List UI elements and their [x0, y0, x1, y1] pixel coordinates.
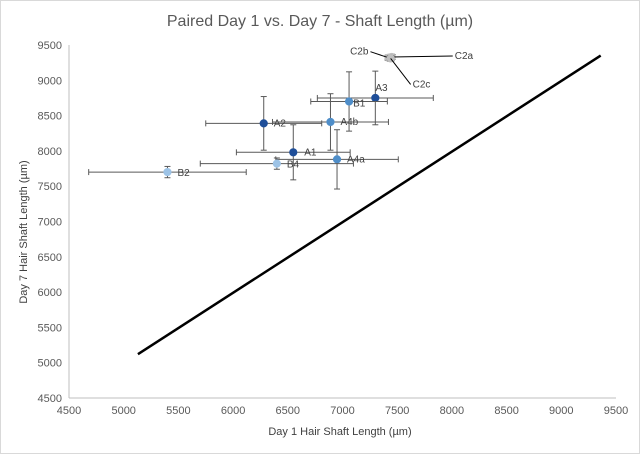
- data-marker: [272, 159, 281, 168]
- plot-area: 4500 5000 5500 6000 6500 7000 7500 8000 8500 9000…: [38, 40, 629, 417]
- y-tick-label: 8000: [38, 146, 62, 158]
- data-marker: [289, 148, 298, 157]
- label-leader-line: [370, 51, 389, 59]
- x-tick-label: 9500: [604, 405, 628, 417]
- x-tick-label: 7500: [385, 405, 409, 417]
- x-axis-label: Day 1 Hair Shaft Length (µm): [268, 426, 411, 438]
- y-axis-label: Day 7 Hair Shaft Length (µm): [18, 160, 30, 303]
- y-tick-label: 4500: [38, 393, 62, 405]
- x-tick-label: 4500: [57, 405, 81, 417]
- y-tick-label: 7000: [38, 217, 62, 229]
- data-marker: [371, 93, 380, 103]
- data-label: A4b: [340, 117, 358, 128]
- data-label: C2a: [455, 51, 474, 62]
- y-tick-label: 5000: [38, 358, 62, 370]
- y-tick-label: 9000: [38, 75, 62, 87]
- data-point-a1: A1: [235, 124, 351, 181]
- data-point-a4b: A4b: [271, 93, 389, 151]
- y-tick-label: 7500: [38, 181, 62, 193]
- data-label: A4a: [347, 154, 365, 165]
- data-marker: [326, 117, 335, 127]
- data-label: B4: [287, 160, 300, 171]
- data-marker: [332, 155, 342, 164]
- x-tick-label: 8500: [494, 405, 518, 417]
- y-tick-label: 8500: [38, 111, 62, 123]
- x-tick-label: 6500: [276, 405, 300, 417]
- data-label: B1: [353, 98, 366, 109]
- data-point-b4: B4: [199, 157, 354, 171]
- data-label: A1: [304, 147, 317, 158]
- data-point-b1: B1: [310, 71, 388, 132]
- data-point-a4a: A4a: [275, 129, 399, 190]
- reference-line: [137, 54, 602, 356]
- label-leader-line: [391, 55, 453, 58]
- data-point-b2: B2: [88, 165, 247, 179]
- x-tick-label: 7000: [330, 405, 354, 417]
- data-marker: [344, 97, 354, 106]
- x-tick-label: 5000: [111, 405, 135, 417]
- x-tick-label: 6000: [221, 405, 245, 417]
- data-label: A3: [375, 83, 388, 94]
- x-tick-label: 5500: [166, 405, 190, 417]
- x-tick-label: 8000: [440, 405, 464, 417]
- chart-title: Paired Day 1 vs. Day 7 - Shaft Length (µ…: [167, 13, 473, 30]
- data-label: C2c: [413, 79, 431, 90]
- y-tick-label: 5500: [38, 322, 62, 334]
- data-point-c2c: C2c: [386, 54, 431, 90]
- data-point-a3: A3: [316, 70, 434, 126]
- y-tick-label: 9500: [38, 40, 62, 52]
- data-point-a2: A2: [205, 96, 323, 151]
- data-marker: [259, 119, 268, 128]
- label-leader-line: [390, 58, 412, 85]
- x-tick-label: 9000: [549, 405, 573, 417]
- y-tick-label: 6000: [38, 287, 62, 299]
- y-tick-label: 6500: [38, 252, 62, 264]
- data-label: A2: [274, 118, 287, 129]
- data-marker: [163, 167, 172, 177]
- data-label: B2: [177, 168, 190, 179]
- data-label: C2b: [350, 47, 369, 58]
